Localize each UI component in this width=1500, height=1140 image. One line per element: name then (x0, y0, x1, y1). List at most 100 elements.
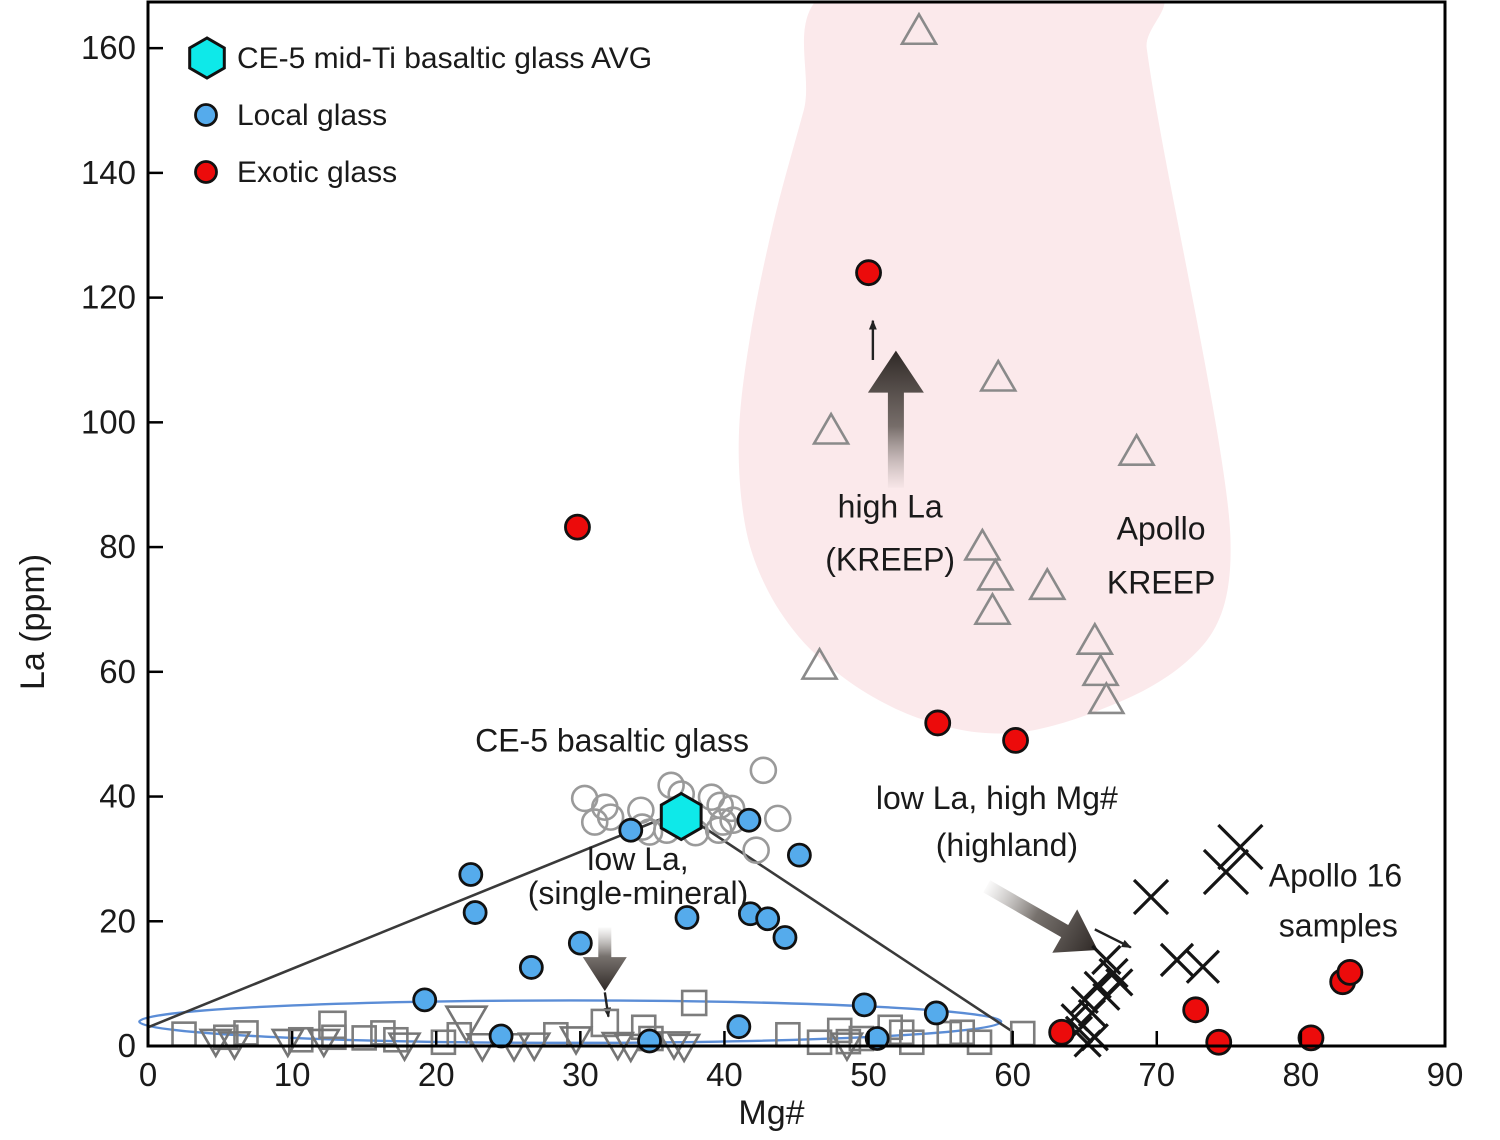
data-point (580, 808, 609, 836)
x-tick-label: 90 (1427, 1056, 1464, 1093)
high-la-label-1: high La (838, 489, 943, 525)
data-point (321, 1024, 347, 1051)
data-point (567, 930, 593, 956)
legend-item-local-glass: Local glass (194, 99, 387, 132)
data-point (444, 1005, 489, 1044)
y-tick-label: 60 (99, 653, 136, 690)
apollo16-label-2: samples (1279, 908, 1398, 944)
data-point (1159, 942, 1195, 978)
x-tick-label: 10 (274, 1056, 311, 1093)
ce5-basaltic-glass-label: CE-5 basaltic glass (475, 722, 749, 758)
data-point (1009, 1020, 1036, 1047)
y-tick-label: 160 (81, 29, 136, 66)
data-point (680, 989, 708, 1017)
x-tick-label: 20 (418, 1056, 455, 1093)
data-point (976, 557, 1015, 591)
x-tick-label: 60 (994, 1056, 1031, 1093)
data-point (558, 1026, 594, 1056)
arrow-high-la (867, 350, 924, 488)
data-point (1028, 566, 1067, 601)
y-tick-label: 40 (99, 778, 136, 815)
data-point (637, 1028, 662, 1054)
data-point (430, 1029, 457, 1056)
apollo16-label-1: Apollo 16 (1269, 858, 1402, 894)
data-point (462, 900, 488, 925)
x-tick-label: 80 (1283, 1056, 1320, 1093)
data-point (855, 259, 882, 287)
data-point (1205, 1028, 1233, 1056)
annotations: CE-5 basaltic glass high La (KREEP) Apollo K… (475, 489, 1402, 944)
highland-label-1: low La, high Mg# (876, 780, 1118, 816)
data-point (1075, 621, 1115, 655)
data-point (1217, 823, 1264, 871)
legend-label: Local glass (237, 99, 387, 132)
data-point (618, 817, 644, 843)
data-point (949, 1019, 976, 1046)
data-point (1202, 848, 1250, 896)
series-exotic-glass (564, 259, 1364, 1056)
data-point (287, 1026, 314, 1053)
legend: CE-5 mid-Ti basaltic glass AVG Local glas… (188, 36, 652, 189)
legend-label: CE-5 mid-Ti basaltic glass AVG (237, 42, 652, 75)
x-tick-label: 0 (139, 1056, 157, 1093)
data-point (923, 1000, 949, 1026)
series-ce5-mid-ti-basaltic-glass-avg (659, 791, 703, 842)
data-point (674, 905, 700, 930)
data-point (1087, 680, 1126, 715)
legend-circle-icon (194, 160, 218, 184)
data-point (1132, 878, 1170, 916)
data-point (1077, 998, 1107, 1028)
x-tick-label: 30 (562, 1056, 599, 1093)
data-point (772, 925, 798, 950)
y-tick-label: 80 (99, 528, 136, 565)
data-point (306, 1028, 342, 1059)
data-point (775, 1021, 801, 1048)
plot-border (146, 0, 1447, 1048)
x-tick-label: 50 (850, 1056, 887, 1093)
data-point (666, 1033, 702, 1064)
legend-label: Exotic glass (237, 156, 397, 189)
data-point (1048, 1018, 1076, 1046)
legend-hexagon-icon (188, 36, 226, 80)
data-point (864, 1026, 890, 1051)
low-la-label-1: low La, (587, 841, 688, 877)
data-point (1098, 957, 1129, 989)
y-tick-label: 100 (81, 403, 136, 440)
apollo-kreep-label-1: Apollo (1117, 510, 1206, 546)
y-axis-label: La (ppm) (14, 554, 52, 690)
thin-arrow-diagonal (1094, 928, 1132, 949)
highland-label-2: (highland) (936, 827, 1078, 863)
apollo-kreep-region (738, 2, 1231, 734)
thin-arrow-down (603, 992, 612, 1018)
data-point (979, 358, 1018, 392)
high-la-label-2: (KREEP) (825, 542, 955, 578)
series-local-glass (412, 807, 949, 1054)
data-point (749, 756, 778, 785)
data-point (742, 836, 770, 864)
x-axis-label: Mg# (738, 1094, 804, 1132)
series-inverted-triangles-mineral-fragments (198, 1005, 865, 1064)
data-point (755, 906, 781, 932)
y-tick-label: 0 (118, 1027, 136, 1064)
data-point (1336, 959, 1364, 986)
apollo-kreep-label-2: KREEP (1107, 565, 1215, 601)
data-point (458, 862, 484, 887)
data-point (351, 1025, 377, 1051)
data-point (800, 646, 839, 680)
mixing-triangle-outline (147, 810, 1014, 1033)
legend-item-ce-5-mid-ti-basaltic-glass-avg: CE-5 mid-Ti basaltic glass AVG (188, 36, 652, 80)
data-point (726, 1014, 752, 1040)
data-point (198, 1028, 233, 1059)
data-point (763, 804, 792, 833)
data-point (1002, 727, 1029, 754)
data-point (973, 591, 1012, 626)
data-point (270, 1028, 306, 1059)
data-point (412, 987, 438, 1013)
data-point (963, 527, 1002, 561)
data-point (564, 513, 591, 541)
data-point (786, 842, 812, 868)
data-point (888, 1019, 915, 1046)
data-point (1081, 652, 1120, 687)
